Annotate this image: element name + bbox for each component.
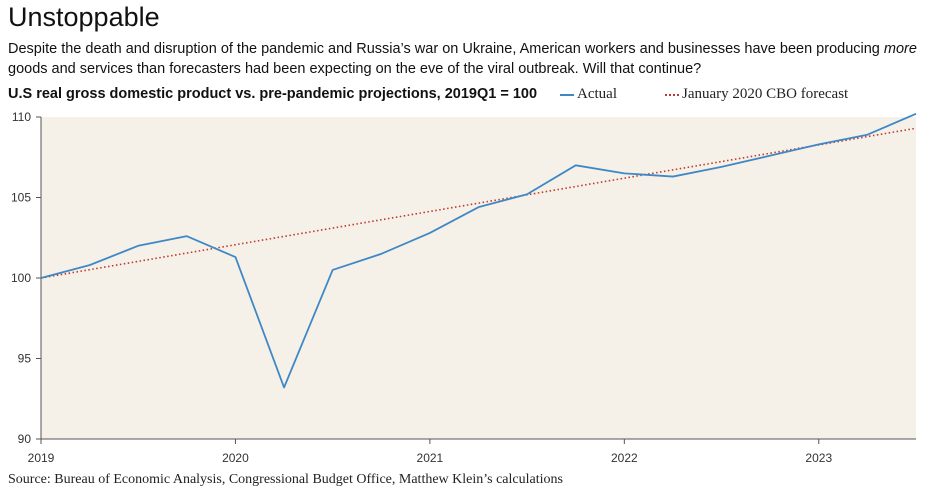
x-tick-label: 2022	[611, 451, 638, 465]
x-tick-label: 2023	[805, 451, 832, 465]
legend-label-forecast: January 2020 CBO forecast	[681, 86, 849, 102]
legend-label-actual: Actual	[577, 86, 617, 102]
subtitle-text-2: goods and services than forecasters had …	[8, 61, 702, 77]
chart-subtitle: Despite the death and disruption of the …	[8, 39, 923, 79]
y-tick-label: 100	[11, 271, 31, 285]
x-tick-label: 2021	[417, 451, 444, 465]
series-line-actual	[40, 112, 917, 389]
x-tick-label: 2020	[222, 451, 249, 465]
subtitle-text-1: Despite the death and disruption of the …	[8, 41, 884, 57]
legend-item-actual: Actual	[560, 86, 617, 103]
y-tick-label: 90	[18, 432, 32, 446]
chart-main-title: Unstoppable	[8, 2, 160, 32]
legend-swatch-forecast	[664, 93, 679, 96]
y-tick-label: 110	[12, 110, 31, 124]
chart-title: U.S real gross domestic product vs. pre-…	[8, 86, 538, 102]
legend: Actual January 2020 CBO forecast	[560, 86, 896, 103]
subtitle-emphasis: more	[883, 41, 917, 57]
x-tick-label: 2019	[28, 451, 55, 465]
legend-swatch-actual	[560, 93, 574, 96]
y-tick-label: 105	[11, 191, 31, 205]
source-note: Source: Bureau of Economic Analysis, Con…	[8, 472, 563, 487]
y-tick-label: 95	[18, 352, 32, 366]
plot-background	[41, 117, 916, 439]
legend-item-forecast: January 2020 CBO forecast	[664, 86, 849, 103]
